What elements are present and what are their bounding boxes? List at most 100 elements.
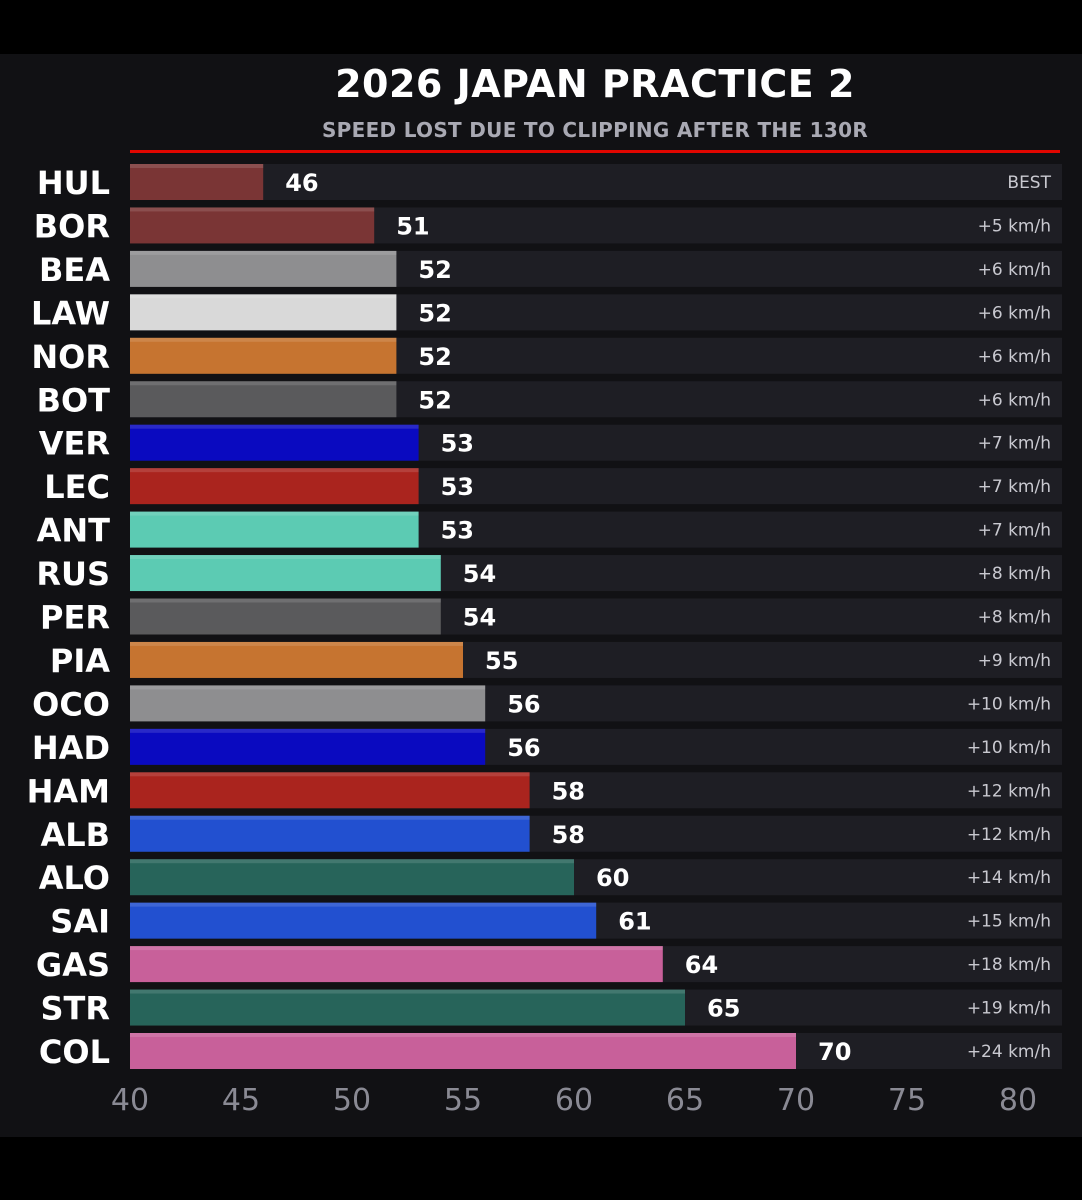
x-tick-label: 45	[222, 1083, 260, 1118]
driver-label: GAS	[36, 946, 110, 984]
bar-highlight	[130, 902, 597, 907]
bar	[130, 641, 463, 678]
driver-label: ALO	[39, 859, 110, 897]
driver-label: NOR	[31, 338, 110, 376]
bar	[130, 728, 486, 765]
value-label: 52	[418, 386, 451, 414]
value-label: 54	[463, 560, 496, 588]
driver-label: ALB	[40, 816, 110, 854]
bar	[130, 294, 397, 331]
bar	[130, 207, 375, 244]
x-tick-label: 65	[666, 1083, 704, 1118]
bar-track	[130, 164, 1062, 200]
value-label: 70	[818, 1038, 851, 1066]
delta-label: +6 km/h	[978, 260, 1051, 280]
x-tick-label: 80	[999, 1083, 1037, 1118]
bar-highlight	[130, 511, 419, 516]
x-tick-label: 60	[555, 1083, 593, 1118]
bar	[130, 511, 419, 548]
bar	[130, 598, 441, 635]
title-rule	[130, 150, 1060, 153]
value-label: 53	[441, 517, 474, 545]
delta-label: +7 km/h	[978, 434, 1051, 454]
bar	[130, 989, 685, 1026]
bar	[130, 859, 574, 896]
bar-highlight	[130, 207, 375, 212]
bar-highlight	[130, 468, 419, 473]
bar-highlight	[130, 424, 419, 429]
bar-highlight	[130, 555, 441, 560]
delta-label: +12 km/h	[967, 781, 1051, 801]
value-label: 60	[596, 864, 629, 892]
delta-label: +18 km/h	[967, 955, 1051, 975]
bar	[130, 381, 397, 418]
delta-label: +14 km/h	[967, 868, 1051, 888]
delta-label: +6 km/h	[978, 390, 1051, 410]
driver-label: HAM	[27, 772, 110, 810]
delta-label: +7 km/h	[978, 521, 1051, 541]
delta-label: +19 km/h	[967, 999, 1051, 1019]
value-label: 52	[418, 256, 451, 284]
x-tick-label: 50	[333, 1083, 371, 1118]
driver-label: LEC	[44, 468, 110, 506]
bar	[130, 555, 441, 592]
value-label: 65	[707, 995, 740, 1023]
value-label: 53	[441, 430, 474, 458]
delta-label: +10 km/h	[967, 694, 1051, 714]
delta-label: +10 km/h	[967, 738, 1051, 758]
driver-label: COL	[39, 1033, 110, 1071]
value-label: 61	[618, 908, 651, 936]
bar-highlight	[130, 381, 397, 386]
driver-label: PIA	[50, 642, 110, 680]
delta-label: +6 km/h	[978, 347, 1051, 367]
bar	[130, 815, 530, 852]
x-tick-label: 55	[444, 1083, 482, 1118]
x-tick-label: 75	[888, 1083, 926, 1118]
delta-label: +15 km/h	[967, 912, 1051, 932]
driver-label: PER	[40, 599, 110, 637]
driver-label: ANT	[37, 512, 111, 550]
delta-label: +12 km/h	[967, 825, 1051, 845]
bar	[130, 337, 397, 374]
bar	[130, 1033, 796, 1069]
value-label: 64	[685, 951, 718, 979]
value-label: 54	[463, 604, 496, 632]
driver-label: SAI	[50, 903, 110, 941]
driver-label: LAW	[31, 294, 110, 332]
bar	[130, 468, 419, 505]
bar-highlight	[130, 946, 663, 951]
value-label: 51	[396, 212, 429, 240]
bar-highlight	[130, 641, 463, 646]
driver-label: BOT	[37, 381, 111, 419]
bar-highlight	[130, 859, 574, 864]
value-label: 58	[552, 777, 585, 805]
value-label: 56	[507, 690, 540, 718]
bar-highlight	[130, 815, 530, 820]
bar-highlight	[130, 337, 397, 342]
bar-highlight	[130, 989, 685, 994]
x-tick-label: 40	[111, 1083, 149, 1118]
bar	[130, 946, 663, 983]
value-label: 55	[485, 647, 518, 675]
bar-highlight	[130, 250, 397, 255]
bar-highlight	[130, 772, 530, 777]
bar-highlight	[130, 164, 264, 168]
delta-label: +7 km/h	[978, 477, 1051, 497]
delta-label: BEST	[1007, 173, 1051, 193]
driver-label: BOR	[34, 207, 110, 245]
driver-label: VER	[39, 425, 110, 463]
delta-label: +9 km/h	[978, 651, 1051, 671]
bar	[130, 164, 264, 200]
driver-label: OCO	[32, 685, 110, 723]
value-label: 58	[552, 821, 585, 849]
bar-highlight	[130, 685, 486, 690]
x-tick-label: 70	[777, 1083, 815, 1118]
bar-highlight	[130, 1033, 796, 1037]
delta-label: +8 km/h	[978, 564, 1051, 584]
driver-label: HUL	[37, 164, 110, 202]
delta-label: +6 km/h	[978, 303, 1051, 323]
chart-subtitle: SPEED LOST DUE TO CLIPPING AFTER THE 130…	[321, 118, 869, 142]
delta-label: +8 km/h	[978, 608, 1051, 628]
bar	[130, 902, 597, 939]
